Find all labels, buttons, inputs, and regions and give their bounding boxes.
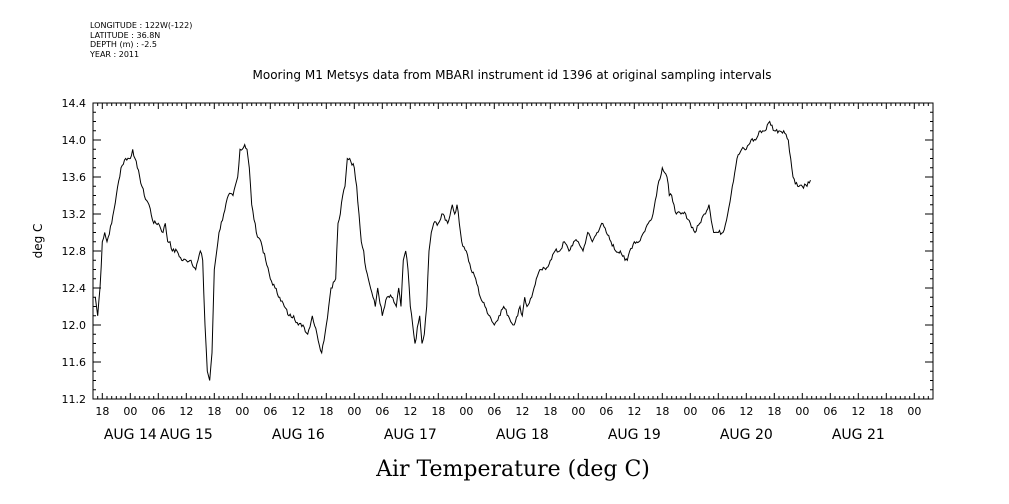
x-date-label: AUG 19 xyxy=(608,427,661,443)
x-hour-label: 12 xyxy=(627,405,641,418)
x-date-label: AUG 18 xyxy=(496,427,549,443)
x-hour-label: 00 xyxy=(123,405,137,418)
minor-ticks xyxy=(92,102,934,400)
y-tick-label: 14.4 xyxy=(62,97,87,110)
y-tick-label: 11.2 xyxy=(62,393,87,406)
x-date-label: AUG 17 xyxy=(384,427,437,443)
x-hour-label: 12 xyxy=(851,405,865,418)
x-hour-label: 06 xyxy=(375,405,389,418)
y-tick-label: 14.0 xyxy=(62,134,87,147)
x-hour-label: 00 xyxy=(795,405,809,418)
x-hour-label: 06 xyxy=(711,405,725,418)
x-hour-label: 18 xyxy=(319,405,333,418)
x-hour-label: 00 xyxy=(571,405,585,418)
meta-longitude: LONGITUDE : 122W(-122) xyxy=(90,21,193,30)
x-hour-label: 00 xyxy=(235,405,249,418)
plot-frame xyxy=(92,102,934,400)
x-date-label: AUG 14 xyxy=(104,427,157,443)
x-hour-label: 06 xyxy=(487,405,501,418)
x-hour-label: 00 xyxy=(347,405,361,418)
x-hour-label: 12 xyxy=(179,405,193,418)
x-hour-label: 06 xyxy=(823,405,837,418)
x-hour-label: 18 xyxy=(95,405,109,418)
x-date-label: AUG 16 xyxy=(272,427,325,443)
meta-depth: DEPTH (m) : -2.5 xyxy=(90,40,157,49)
meta-year: YEAR : 2011 xyxy=(90,49,140,59)
x-date-label: AUG 20 xyxy=(720,427,773,443)
minor-tick-marks xyxy=(92,102,934,400)
y-tick-label: 12.8 xyxy=(62,245,87,258)
y-tick-label: 13.6 xyxy=(62,171,87,184)
x-hour-label: 00 xyxy=(907,405,921,418)
x-hour-label: 18 xyxy=(767,405,781,418)
x-hour-label: 06 xyxy=(599,405,613,418)
x-hour-label: 12 xyxy=(739,405,753,418)
x-axis: 18 00 06 12 18 00 06 12 18 00 06 12 18 00 06 12 18 00 06 12… xyxy=(95,405,921,443)
y-axis-label: deg C xyxy=(31,224,45,259)
series-layer xyxy=(94,120,811,381)
y-tick-label: 12.4 xyxy=(62,282,87,295)
x-hour-label: 00 xyxy=(459,405,473,418)
x-axis-label: Air Temperature (deg C) xyxy=(375,457,650,482)
metadata-block: LONGITUDE : 122W(-122) LATITUDE : 36.8N … xyxy=(90,21,192,59)
x-hour-label: 12 xyxy=(403,405,417,418)
chart-title: Mooring M1 Metsys data from MBARI instru… xyxy=(252,68,772,82)
y-tick-label: 11.6 xyxy=(62,356,87,369)
x-hour-label: 06 xyxy=(263,405,277,418)
y-tick-label: 13.2 xyxy=(62,208,87,221)
x-hour-label: 18 xyxy=(655,405,669,418)
x-hour-label: 12 xyxy=(291,405,305,418)
x-hour-label: 18 xyxy=(431,405,445,418)
x-hour-label: 12 xyxy=(515,405,529,418)
x-hour-label: 18 xyxy=(879,405,893,418)
y-axis: 11.2 11.6 12.0 12.4 12.8 13.2 13.6 14.0 14.4 xyxy=(62,97,933,406)
x-date-label: AUG 15 xyxy=(160,427,213,443)
x-date-label: AUG 21 xyxy=(832,427,885,443)
x-hour-label: 06 xyxy=(151,405,165,418)
meta-latitude: LATITUDE : 36.8N xyxy=(90,30,161,40)
y-tick-label: 12.0 xyxy=(62,319,87,332)
x-hour-label: 18 xyxy=(543,405,557,418)
x-hour-label: 00 xyxy=(683,405,697,418)
x-hour-label: 18 xyxy=(207,405,221,418)
series-line xyxy=(94,120,811,381)
